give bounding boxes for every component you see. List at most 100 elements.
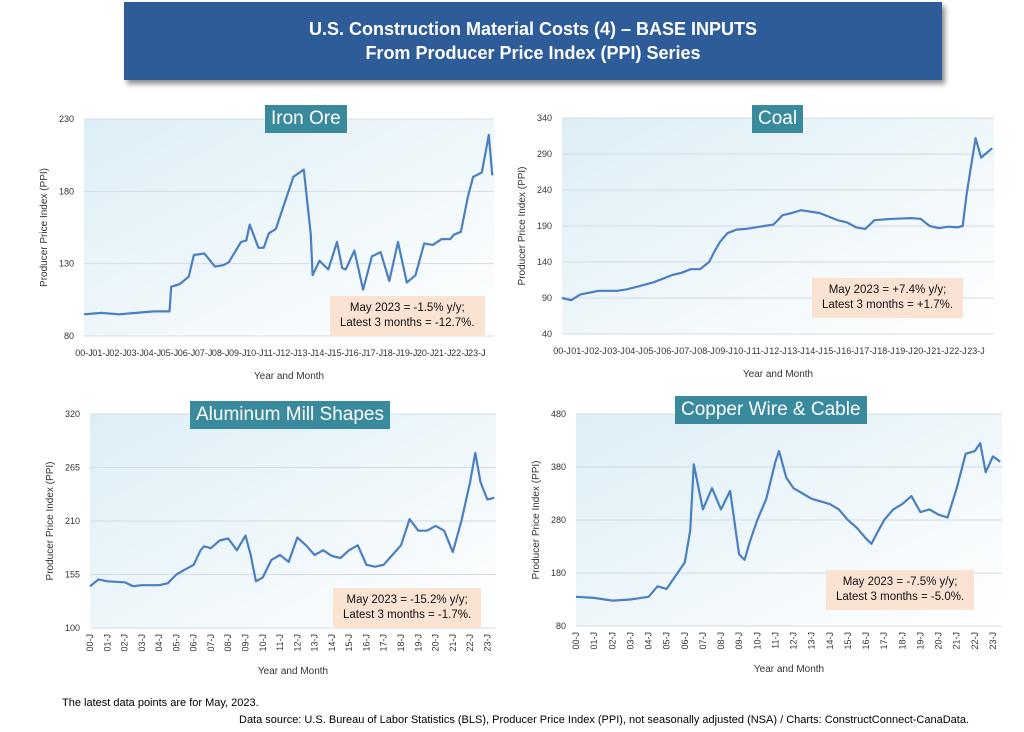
x-tick-label: 22-J [465,634,475,652]
y-tick-label: 210 [65,516,80,526]
x-tick-label: 21-J [931,346,949,356]
chart-panel-copper: 80 180 280 380 480 00-J 01-J 02-J 03-J 04-J 05-J 06… [512,396,1024,696]
y-tick-label: 280 [551,515,566,525]
x-tick-label: 09-J [734,632,744,650]
x-tick-label: 08-J [223,634,233,652]
y-tick-label: 130 [59,259,74,269]
y-tick-label: 180 [551,568,566,578]
x-tick-label: 14-J [327,634,337,652]
x-axis-title: Year and Month [254,371,324,382]
header-title-line2: From Producer Price Index (PPI) Series [365,43,701,63]
y-tick-label: 140 [537,257,552,267]
x-tick-label: 17-J [879,632,889,650]
x-tick-label: 02-J [589,346,607,356]
x-tick-label: 17-J [366,348,384,358]
chart-panel-iron-ore: 80 130 180 230 00-J 01-J 02-J 03-J 04-J 05-J 06-J 0… [0,100,512,400]
x-tick-label: 06-J [189,634,199,652]
x-tick-label: 10-J [733,346,751,356]
x-tick-label: 23-J [482,634,492,652]
annotation-line1: May 2023 = -15.2% y/y; [346,594,468,606]
x-tick-label: 13-J [787,346,805,356]
x-tick-label: 13-J [297,348,315,358]
header-banner: U.S. Construction Material Costs (4) – B… [124,2,942,80]
y-axis-title: Producer Price Index (PPI) [39,168,50,287]
x-tick-label: 19-J [413,634,423,652]
x-tick-label: 09-J [240,634,250,652]
x-tick-label: 16-J [361,634,371,652]
annotation-line2: Latest 3 months = +1.7%. [822,299,954,311]
aluminum-chart: 100 155 210 265 320 00-J 01-J 02-J 03-J 04-J 05-J 0… [45,409,496,677]
y-tick-label: 480 [551,409,566,419]
x-tick-label: 03-J [126,348,144,358]
x-tick-label: 18-J [383,348,401,358]
y-axis-title: Producer Price Index (PPI) [531,461,542,580]
y-tick-label: 265 [65,463,80,473]
x-tick-label: 09-J [229,348,247,358]
x-tick-label: 02-J [109,348,127,358]
x-tick-label: 04-J [154,634,164,652]
x-tick-label: 00-J [553,346,571,356]
series-line [89,451,495,588]
x-tick-label: 09-J [715,346,733,356]
x-tick-label: 18-J [877,346,895,356]
x-tick-label: 08-J [697,346,715,356]
annotation-line1: May 2023 = -1.5% y/y; [349,302,465,314]
annotation-line1: May 2023 = -7.5% y/y; [842,576,958,588]
y-axis-title: Producer Price Index (PPI) [517,167,528,286]
x-tick-label: 11-J [275,634,285,651]
x-tick-label: 04-J [644,632,654,650]
x-tick-label: 07-J [698,632,708,650]
x-tick-label: 20-J [417,348,435,358]
x-tick-label: 19-J [400,348,418,358]
x-tick-label: 06-J [661,346,679,356]
y-tick-label: 230 [59,114,74,124]
x-tick-label: 13-J [310,634,320,652]
x-tick-label: 15-J [823,346,841,356]
x-tick-label: 00-J [571,632,581,650]
x-tick-label: 01-J [102,634,112,652]
chart-title: Aluminum Mill Shapes [190,401,390,429]
x-tick-label: 05-J [171,634,181,652]
annotation-line1: May 2023 = +7.4% y/y; [828,284,947,296]
x-tick-label: 17-J [859,346,877,356]
y-tick-label: 90 [542,293,552,303]
x-tick-label: 10-J [752,632,762,650]
y-tick-label: 320 [65,409,80,419]
x-tick-label: 03-J [625,632,635,650]
chart-title: Coal [752,105,804,133]
x-tick-label: 12-J [769,346,787,356]
x-tick-label: 11-J [752,346,769,356]
x-tick-label: 13-J [807,632,817,650]
y-tick-label: 380 [551,462,566,472]
x-tick-label: 23-J [988,632,998,650]
y-axis-title: Producer Price Index (PPI) [45,462,56,581]
y-tick-label: 155 [65,570,80,580]
x-tick-label: 16-J [349,348,367,358]
chart-panel-coal: 40 90 140 190 240 290 340 00-J 01-J 02-J 03-J 04-J 0… [512,100,1024,400]
x-tick-label: 01-J [92,348,110,358]
y-tick-label: 100 [65,623,80,633]
x-tick-label: 10-J [246,348,264,358]
x-tick-label: 18-J [897,632,907,650]
y-tick-label: 80 [556,621,566,631]
x-tick-label: 07-J [195,348,213,358]
x-tick-label: 14-J [825,632,835,650]
x-tick-label: 05-J [643,346,661,356]
x-tick-label: 01-J [589,632,599,650]
footer-source: Data source: U.S. Bureau of Labor Statis… [239,714,969,726]
x-tick-label: 16-J [841,346,859,356]
x-tick-label: 07-J [206,634,216,652]
chart-title: Iron Ore [265,105,347,133]
x-tick-label: 22-J [451,348,469,358]
x-tick-label: 07-J [679,346,697,356]
x-tick-label: 18-J [396,634,406,652]
x-tick-label: 01-J [571,346,589,356]
x-tick-label: 22-J [949,346,967,356]
x-tick-label: 21-J [952,632,962,650]
chart-annotation: May 2023 = -15.2% y/y; Latest 3 months =… [333,588,482,628]
x-tick-label: 03-J [137,634,147,652]
x-axis-title: Year and Month [743,369,813,380]
x-tick-label: 02-J [120,634,130,652]
